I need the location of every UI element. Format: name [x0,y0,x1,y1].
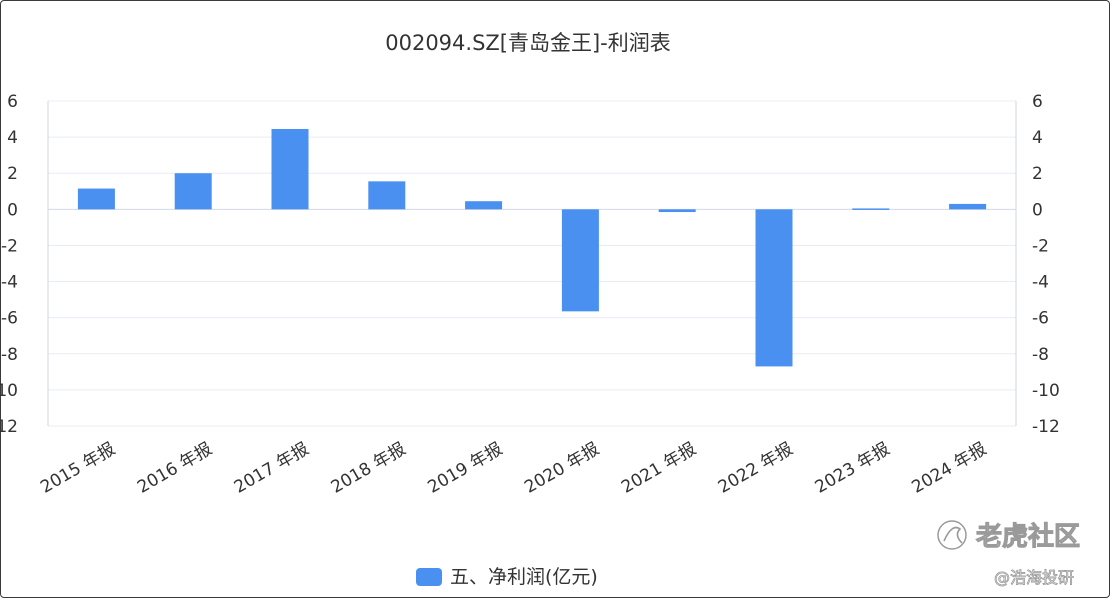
tiger-community-logo-icon [937,520,967,550]
x-category-label: 2015 年报 [37,439,119,498]
y-tick-right: 6 [1032,92,1043,112]
watermark: 老虎社区 @浩海投研 [937,520,1081,587]
bar[interactable] [174,173,212,210]
legend-swatch [416,568,442,586]
y-tick-right: -4 [1032,273,1049,293]
y-tick-left: -2 [1,236,18,256]
left-y-ticks: 6 4 2 0 -2 -4 -6 -8 -10 -12 [0,92,18,437]
watermark-brand: 老虎社区 [976,521,1080,552]
y-tick-right: -6 [1032,309,1049,329]
y-tick-left: -12 [0,417,18,437]
x-category-label: 2020 年报 [521,439,603,498]
bar[interactable] [755,209,793,367]
y-tick-left: -10 [0,381,18,401]
bar[interactable] [77,188,115,210]
x-category-label: 2017 年报 [231,439,313,498]
y-tick-left: -6 [1,309,18,329]
x-category-label: 2024 年报 [909,439,991,498]
y-tick-right: -8 [1032,345,1049,365]
y-tick-right: -12 [1032,417,1060,437]
x-category-label: 2016 年报 [134,439,216,498]
legend-label: 五、净利润(亿元) [450,566,598,588]
legend[interactable]: 五、净利润(亿元) [416,566,598,588]
y-tick-left: 0 [7,200,18,220]
y-tick-left: 6 [7,92,18,112]
x-category-label: 2018 年报 [328,439,410,498]
bar[interactable] [271,128,309,210]
bar[interactable] [949,203,987,210]
y-tick-right: 2 [1032,164,1043,184]
bar[interactable] [658,209,696,213]
y-tick-right: 4 [1032,128,1043,148]
x-category-labels: 2015 年报 2016 年报 2017 年报 2018 年报 2019 年报 2020 … [37,439,990,498]
x-category-label: 2021 年报 [618,439,700,498]
grid [48,100,1016,427]
bar[interactable] [368,181,406,210]
y-tick-left: 2 [7,164,18,184]
x-category-label: 2019 年报 [425,439,507,498]
right-y-ticks: 6 4 2 0 -2 -4 -6 -8 -10 -12 [1032,92,1060,437]
y-tick-right: -2 [1032,236,1049,256]
bar[interactable] [561,209,599,312]
y-tick-right: -10 [1032,381,1060,401]
y-tick-left: 4 [7,128,18,148]
y-tick-left: -4 [1,273,18,293]
chart-title: 002094.SZ[青岛金王]-利润表 [385,31,671,55]
x-category-label: 2023 年报 [812,439,894,498]
watermark-author: @浩海投研 [994,568,1074,587]
bar[interactable] [852,208,890,210]
bar[interactable] [465,201,503,210]
y-tick-left: -8 [1,345,18,365]
y-tick-right: 0 [1032,200,1043,220]
bars [77,128,987,367]
x-category-label: 2022 年报 [715,439,797,498]
